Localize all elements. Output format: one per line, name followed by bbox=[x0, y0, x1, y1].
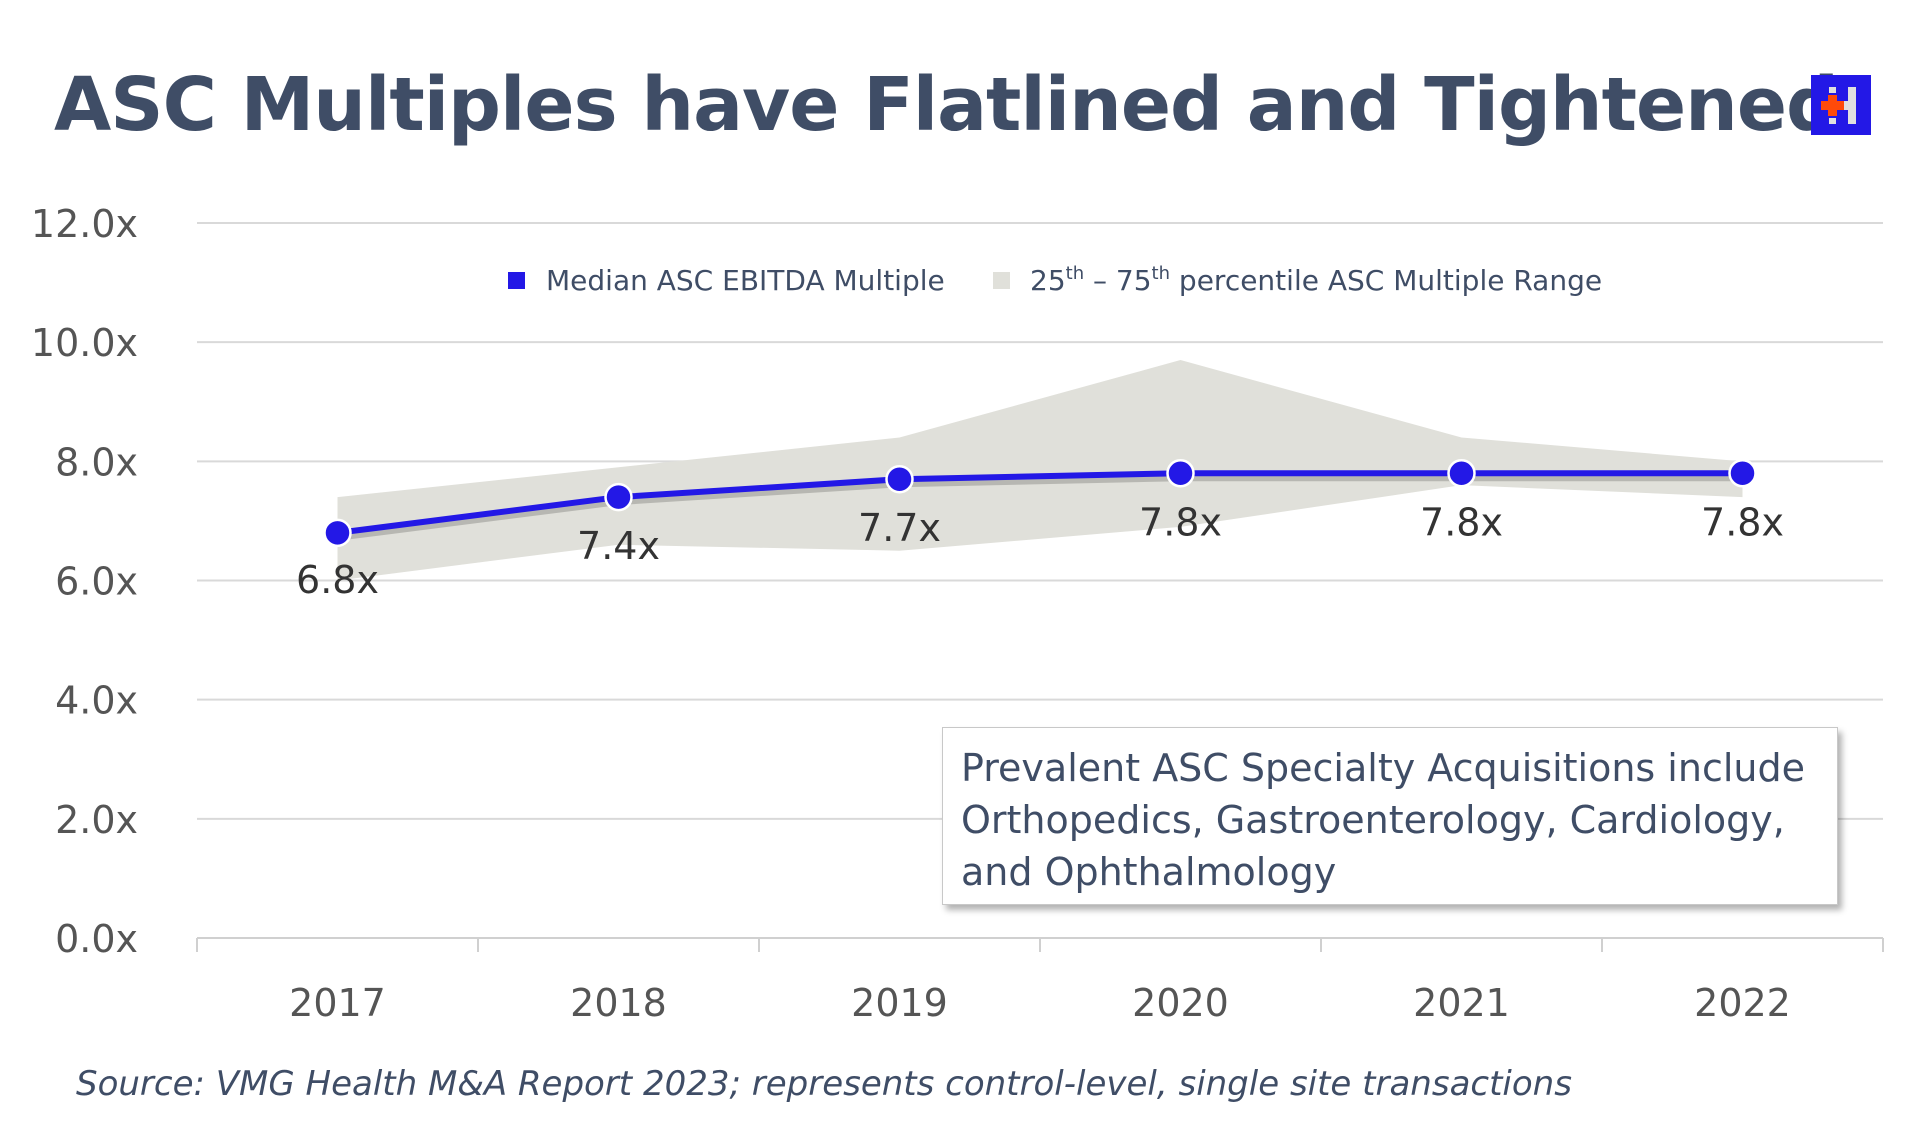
x-tick-label: 2021 bbox=[1413, 981, 1510, 1025]
source-note: Source: VMG Health M&A Report 2023; repr… bbox=[76, 1064, 1572, 1104]
x-tick-label: 2018 bbox=[570, 981, 667, 1025]
median-line bbox=[337, 470, 1743, 536]
median-point bbox=[1728, 459, 1757, 488]
median-point bbox=[1447, 459, 1476, 488]
y-tick-label: 6.0x bbox=[55, 560, 138, 604]
legend-label-range: 25th – 75th percentile ASC Multiple Rang… bbox=[1030, 263, 1602, 297]
y-tick-label: 12.0x bbox=[31, 202, 138, 246]
y-tick-label: 8.0x bbox=[55, 440, 138, 484]
median-point bbox=[885, 464, 914, 494]
annotation-box: Prevalent ASC Specialty Acquisitions inc… bbox=[942, 727, 1838, 905]
median-point bbox=[323, 518, 352, 548]
y-tick-label: 4.0x bbox=[55, 679, 138, 723]
data-label: 7.8x bbox=[1420, 500, 1503, 544]
legend: Median ASC EBITDA Multiple 25th – 75th p… bbox=[508, 263, 1602, 297]
data-label: 7.7x bbox=[858, 506, 941, 550]
x-tick-label: 2017 bbox=[289, 981, 386, 1025]
y-tick-label: 10.0x bbox=[31, 321, 138, 365]
y-tick-label: 2.0x bbox=[55, 798, 138, 842]
median-point bbox=[1166, 459, 1195, 488]
data-label: 7.8x bbox=[1701, 500, 1784, 544]
page-title: ASC Multiples have Flatlined and Tighten… bbox=[54, 62, 1839, 148]
logo-icon bbox=[1811, 75, 1871, 135]
x-tick-label: 2022 bbox=[1694, 981, 1791, 1025]
y-tick-label: 0.0x bbox=[55, 917, 138, 961]
x-tick-label: 2019 bbox=[851, 981, 948, 1025]
data-label: 6.8x bbox=[296, 558, 379, 602]
x-tick-label: 2020 bbox=[1132, 981, 1229, 1025]
median-point bbox=[604, 482, 633, 512]
legend-marker-median bbox=[508, 272, 525, 289]
legend-marker-range bbox=[993, 272, 1010, 289]
data-label: 7.4x bbox=[577, 524, 660, 568]
legend-label-median: Median ASC EBITDA Multiple bbox=[546, 264, 945, 297]
data-label: 7.8x bbox=[1139, 500, 1222, 544]
percentile-range-area bbox=[337, 360, 1743, 581]
